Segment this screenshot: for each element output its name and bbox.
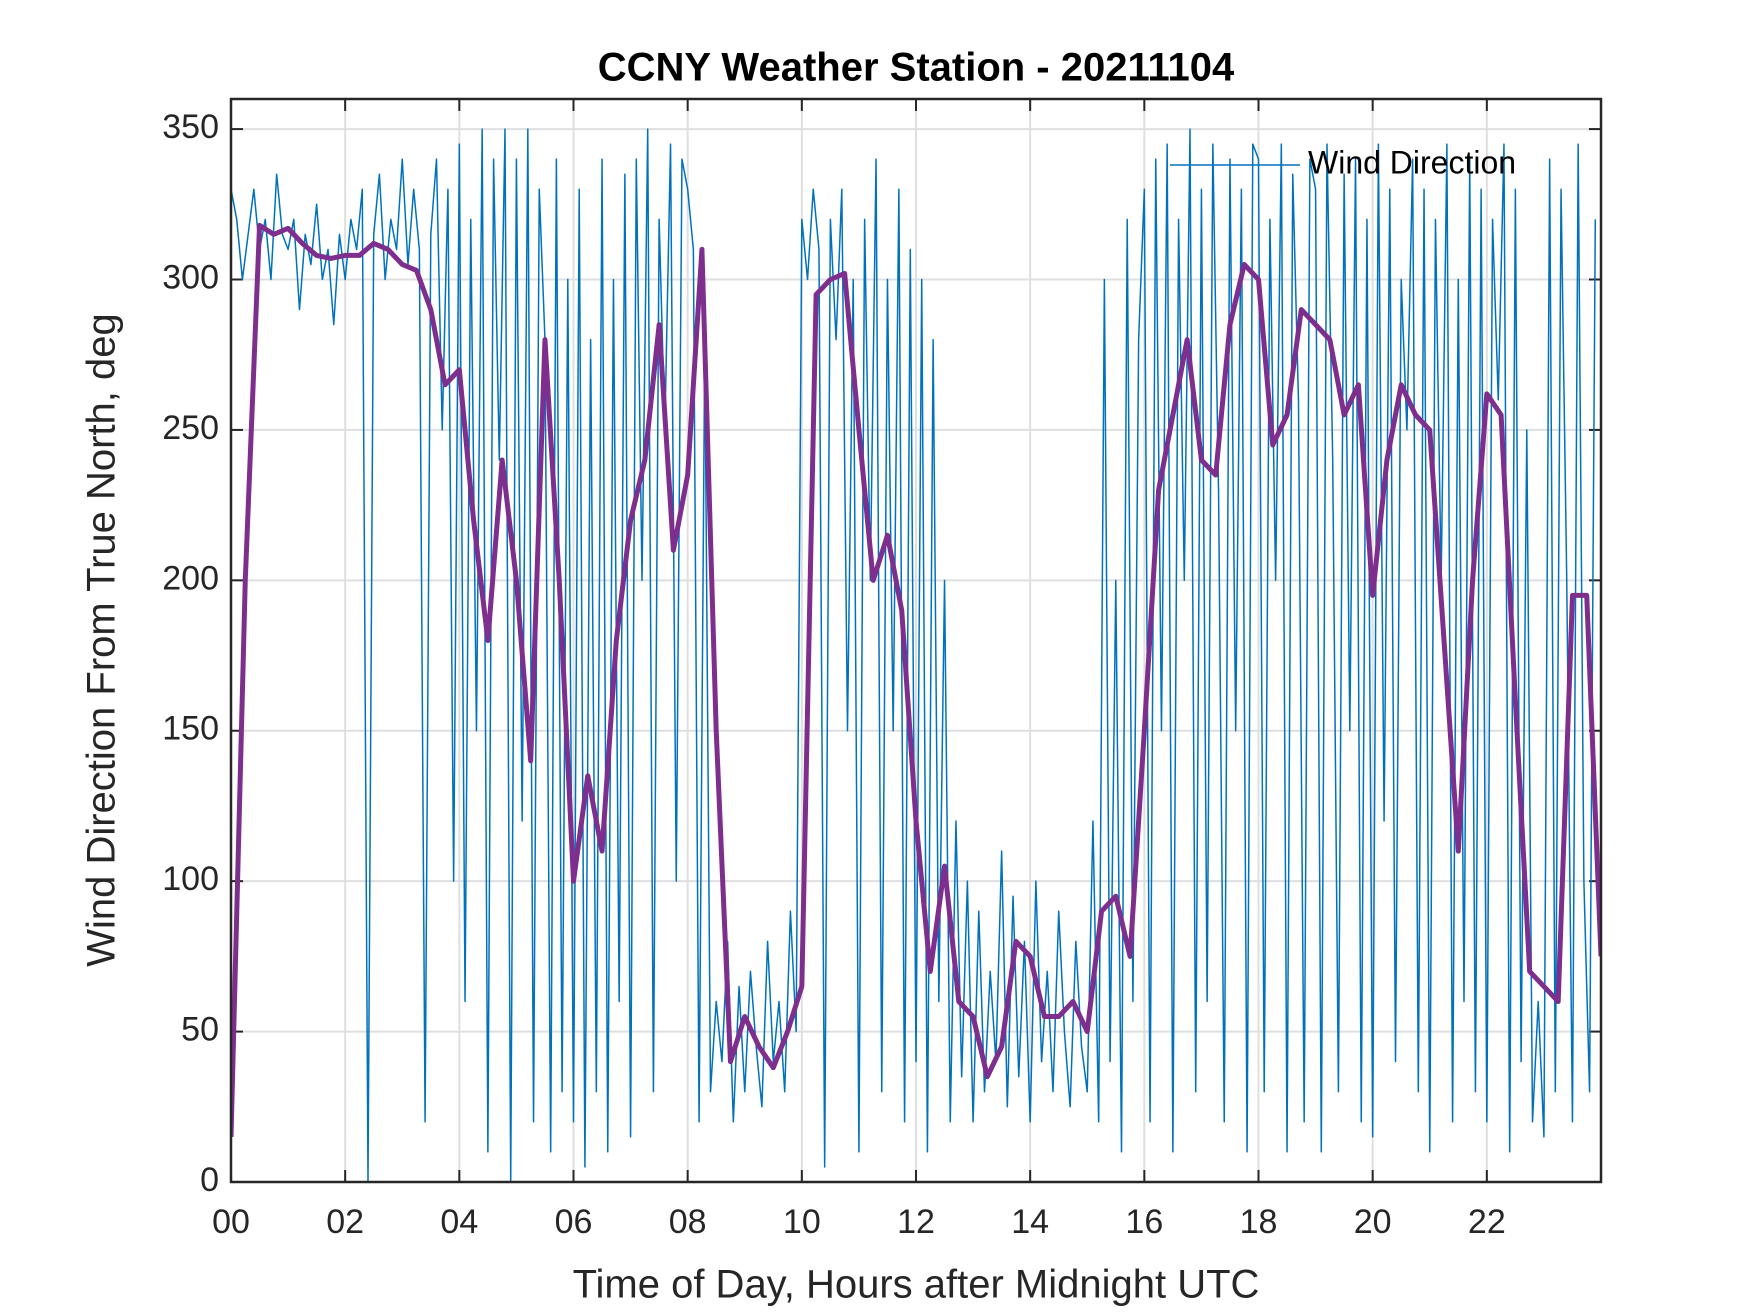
x-tick-label: 14 xyxy=(1011,1203,1049,1241)
x-tick-label: 20 xyxy=(1354,1203,1392,1241)
x-tick-label: 00 xyxy=(212,1203,250,1241)
y-tick-label: 50 xyxy=(181,1011,219,1049)
x-tick-label: 08 xyxy=(669,1203,707,1241)
legend-label: Wind Direction xyxy=(1308,144,1516,180)
x-tick-label: 04 xyxy=(440,1203,478,1241)
plot-frame xyxy=(229,97,1603,1184)
x-tick-label: 10 xyxy=(783,1203,821,1241)
data-line xyxy=(231,222,1601,1137)
x-tick-label: 16 xyxy=(1125,1203,1163,1241)
y-tick-label: 100 xyxy=(162,860,219,898)
y-tick-label: 300 xyxy=(162,258,219,296)
x-tick-label: 12 xyxy=(897,1203,935,1241)
data-line xyxy=(231,128,1597,1182)
x-tick-label: 18 xyxy=(1240,1203,1278,1241)
x-tick-label: 06 xyxy=(555,1203,593,1241)
y-tick-label: 200 xyxy=(162,559,219,597)
y-tick-label: 150 xyxy=(162,710,219,748)
x-tick-label: 02 xyxy=(326,1203,364,1241)
y-axis-label: Wind Direction From True North, deg xyxy=(80,313,124,967)
y-tick-label: 250 xyxy=(162,409,219,447)
x-tick-label: 22 xyxy=(1468,1203,1506,1241)
y-tick-label: 0 xyxy=(200,1161,219,1199)
x-axis-label: Time of Day, Hours after Midnight UTC xyxy=(573,1263,1260,1307)
y-tick-label: 350 xyxy=(162,108,219,146)
chart-title: CCNY Weather Station - 20211104 xyxy=(598,46,1235,90)
